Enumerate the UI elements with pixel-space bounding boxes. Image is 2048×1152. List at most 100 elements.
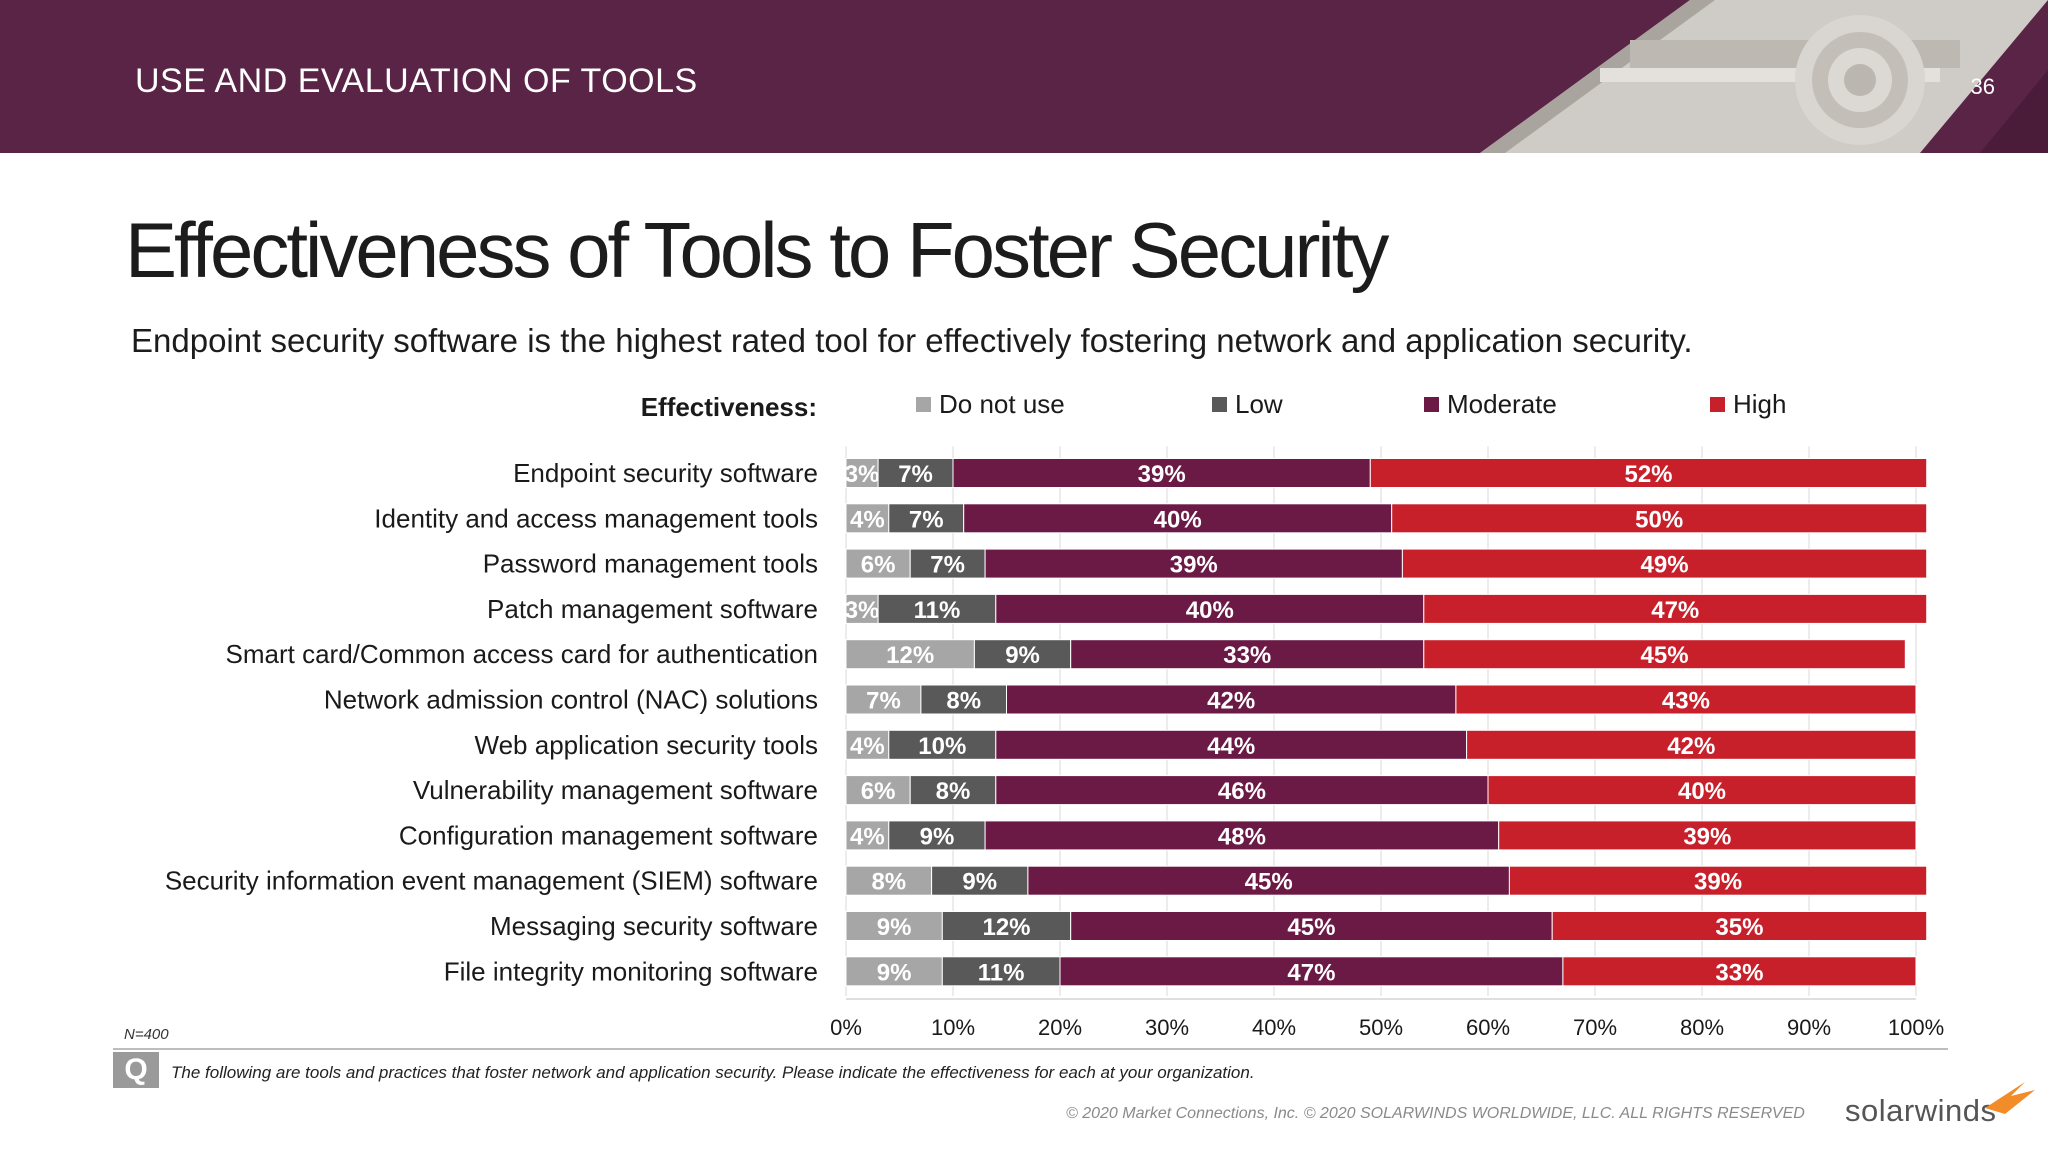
data-label: 9% bbox=[877, 914, 912, 941]
category-label: Identity and access management tools bbox=[374, 503, 818, 533]
data-label: 40% bbox=[1678, 778, 1726, 805]
x-tick-label: 50% bbox=[1359, 1015, 1403, 1040]
legend-label: Moderate bbox=[1447, 389, 1557, 419]
bar-segment bbox=[1401, 548, 1928, 579]
data-label: 7% bbox=[909, 506, 944, 533]
data-label: 47% bbox=[1287, 959, 1335, 986]
bar-segment bbox=[995, 775, 1489, 806]
page-number: 36 bbox=[1970, 74, 1995, 99]
bar-segment bbox=[1423, 639, 1906, 670]
data-label: 9% bbox=[920, 823, 955, 850]
bar-segment bbox=[888, 820, 986, 851]
bar-segment bbox=[888, 503, 965, 534]
bar-segment bbox=[845, 775, 911, 806]
bar-segment bbox=[877, 593, 997, 624]
data-label: 9% bbox=[877, 959, 912, 986]
bar-segment bbox=[931, 865, 1029, 896]
x-tick-label: 30% bbox=[1145, 1015, 1189, 1040]
column-capital-image bbox=[1480, 0, 2048, 153]
bar-segment bbox=[1070, 639, 1425, 670]
data-label: 42% bbox=[1207, 688, 1255, 715]
legend-swatch bbox=[1212, 397, 1227, 412]
category-label: Endpoint security software bbox=[513, 458, 818, 488]
footer-divider bbox=[113, 1048, 1948, 1050]
category-label: Messaging security software bbox=[490, 911, 818, 941]
page-subtitle: Endpoint security software is the highes… bbox=[131, 322, 1693, 359]
bar-segment bbox=[845, 911, 943, 941]
data-label: 9% bbox=[962, 869, 997, 896]
data-label: 9% bbox=[1005, 642, 1040, 669]
data-label: 39% bbox=[1694, 869, 1742, 896]
data-label: 8% bbox=[936, 778, 971, 805]
survey-question: The following are tools and practices th… bbox=[171, 1063, 1255, 1082]
bar-segment bbox=[845, 865, 933, 896]
legend-label: High bbox=[1733, 389, 1786, 419]
data-label: 39% bbox=[1683, 823, 1731, 850]
data-label: 40% bbox=[1186, 597, 1234, 624]
data-label: 8% bbox=[871, 869, 906, 896]
data-label: 43% bbox=[1662, 688, 1710, 715]
bar-segment bbox=[1027, 865, 1510, 896]
bar-segment bbox=[1070, 911, 1553, 941]
x-tick-label: 0% bbox=[830, 1015, 862, 1040]
data-label: 7% bbox=[930, 552, 965, 579]
category-label: File integrity monitoring software bbox=[444, 956, 818, 986]
question-icon: Q bbox=[113, 1052, 159, 1088]
data-label: 48% bbox=[1218, 823, 1266, 850]
bar-segment bbox=[909, 548, 986, 579]
category-label: Security information event management (S… bbox=[165, 866, 818, 896]
bar-segment bbox=[963, 503, 1393, 534]
bar-segment bbox=[984, 548, 1403, 579]
data-label: 42% bbox=[1667, 733, 1715, 760]
bar-segment bbox=[1466, 729, 1917, 760]
data-label: 45% bbox=[1245, 869, 1293, 896]
bar-segment bbox=[995, 593, 1425, 624]
data-label: 47% bbox=[1651, 597, 1699, 624]
bar-segment bbox=[984, 820, 1500, 851]
data-label: 45% bbox=[1287, 914, 1335, 941]
data-label: 33% bbox=[1223, 642, 1271, 669]
stacked-bar-chart: Effectiveness: Do not use Low Moderate High E… bbox=[165, 389, 1944, 1040]
bar-segment bbox=[845, 956, 943, 987]
legend-swatch bbox=[1710, 397, 1725, 412]
bar-segment bbox=[1487, 775, 1917, 806]
data-label: 3% bbox=[845, 597, 880, 624]
category-label: Smart card/Common access card for authen… bbox=[226, 639, 818, 669]
data-label: 8% bbox=[946, 688, 981, 715]
data-label: 3% bbox=[845, 461, 880, 488]
data-label: 35% bbox=[1715, 914, 1763, 941]
data-label: 44% bbox=[1207, 733, 1255, 760]
bar-segment bbox=[1562, 956, 1917, 987]
data-label: 11% bbox=[914, 597, 961, 624]
bar-segment bbox=[1498, 820, 1917, 851]
bar-segment bbox=[1391, 503, 1928, 534]
data-label: 39% bbox=[1170, 552, 1218, 579]
x-tick-label: 90% bbox=[1787, 1015, 1831, 1040]
data-label: 4% bbox=[850, 506, 885, 533]
bar-segment bbox=[1059, 956, 1564, 987]
bar-segment bbox=[1508, 865, 1928, 896]
data-label: 12% bbox=[982, 914, 1030, 941]
bar-segment bbox=[952, 458, 1371, 488]
x-tick-label: 20% bbox=[1038, 1015, 1082, 1040]
data-label: 39% bbox=[1138, 461, 1186, 488]
bar-segment bbox=[909, 775, 997, 806]
bar-segment bbox=[1006, 684, 1457, 715]
data-label: 7% bbox=[898, 461, 933, 488]
x-tick-label: 40% bbox=[1252, 1015, 1296, 1040]
category-label: Web application security tools bbox=[475, 730, 818, 760]
data-label: 33% bbox=[1715, 959, 1763, 986]
x-tick-label: 80% bbox=[1680, 1015, 1724, 1040]
page-title: Effectiveness of Tools to Foster Securit… bbox=[125, 206, 1389, 294]
bar-segment bbox=[845, 593, 879, 624]
category-label: Vulnerability management software bbox=[413, 775, 818, 805]
header-banner: USE AND EVALUATION OF TOOLS 36 bbox=[0, 0, 2048, 153]
legend-label: Low bbox=[1235, 389, 1283, 419]
data-label: 4% bbox=[850, 733, 885, 760]
data-label: 46% bbox=[1218, 778, 1266, 805]
category-label: Network admission control (NAC) solution… bbox=[324, 685, 818, 715]
x-tick-label: 10% bbox=[931, 1015, 975, 1040]
bar-segment bbox=[845, 639, 975, 670]
bar-segment bbox=[1455, 684, 1917, 715]
legend-swatch bbox=[916, 397, 931, 412]
